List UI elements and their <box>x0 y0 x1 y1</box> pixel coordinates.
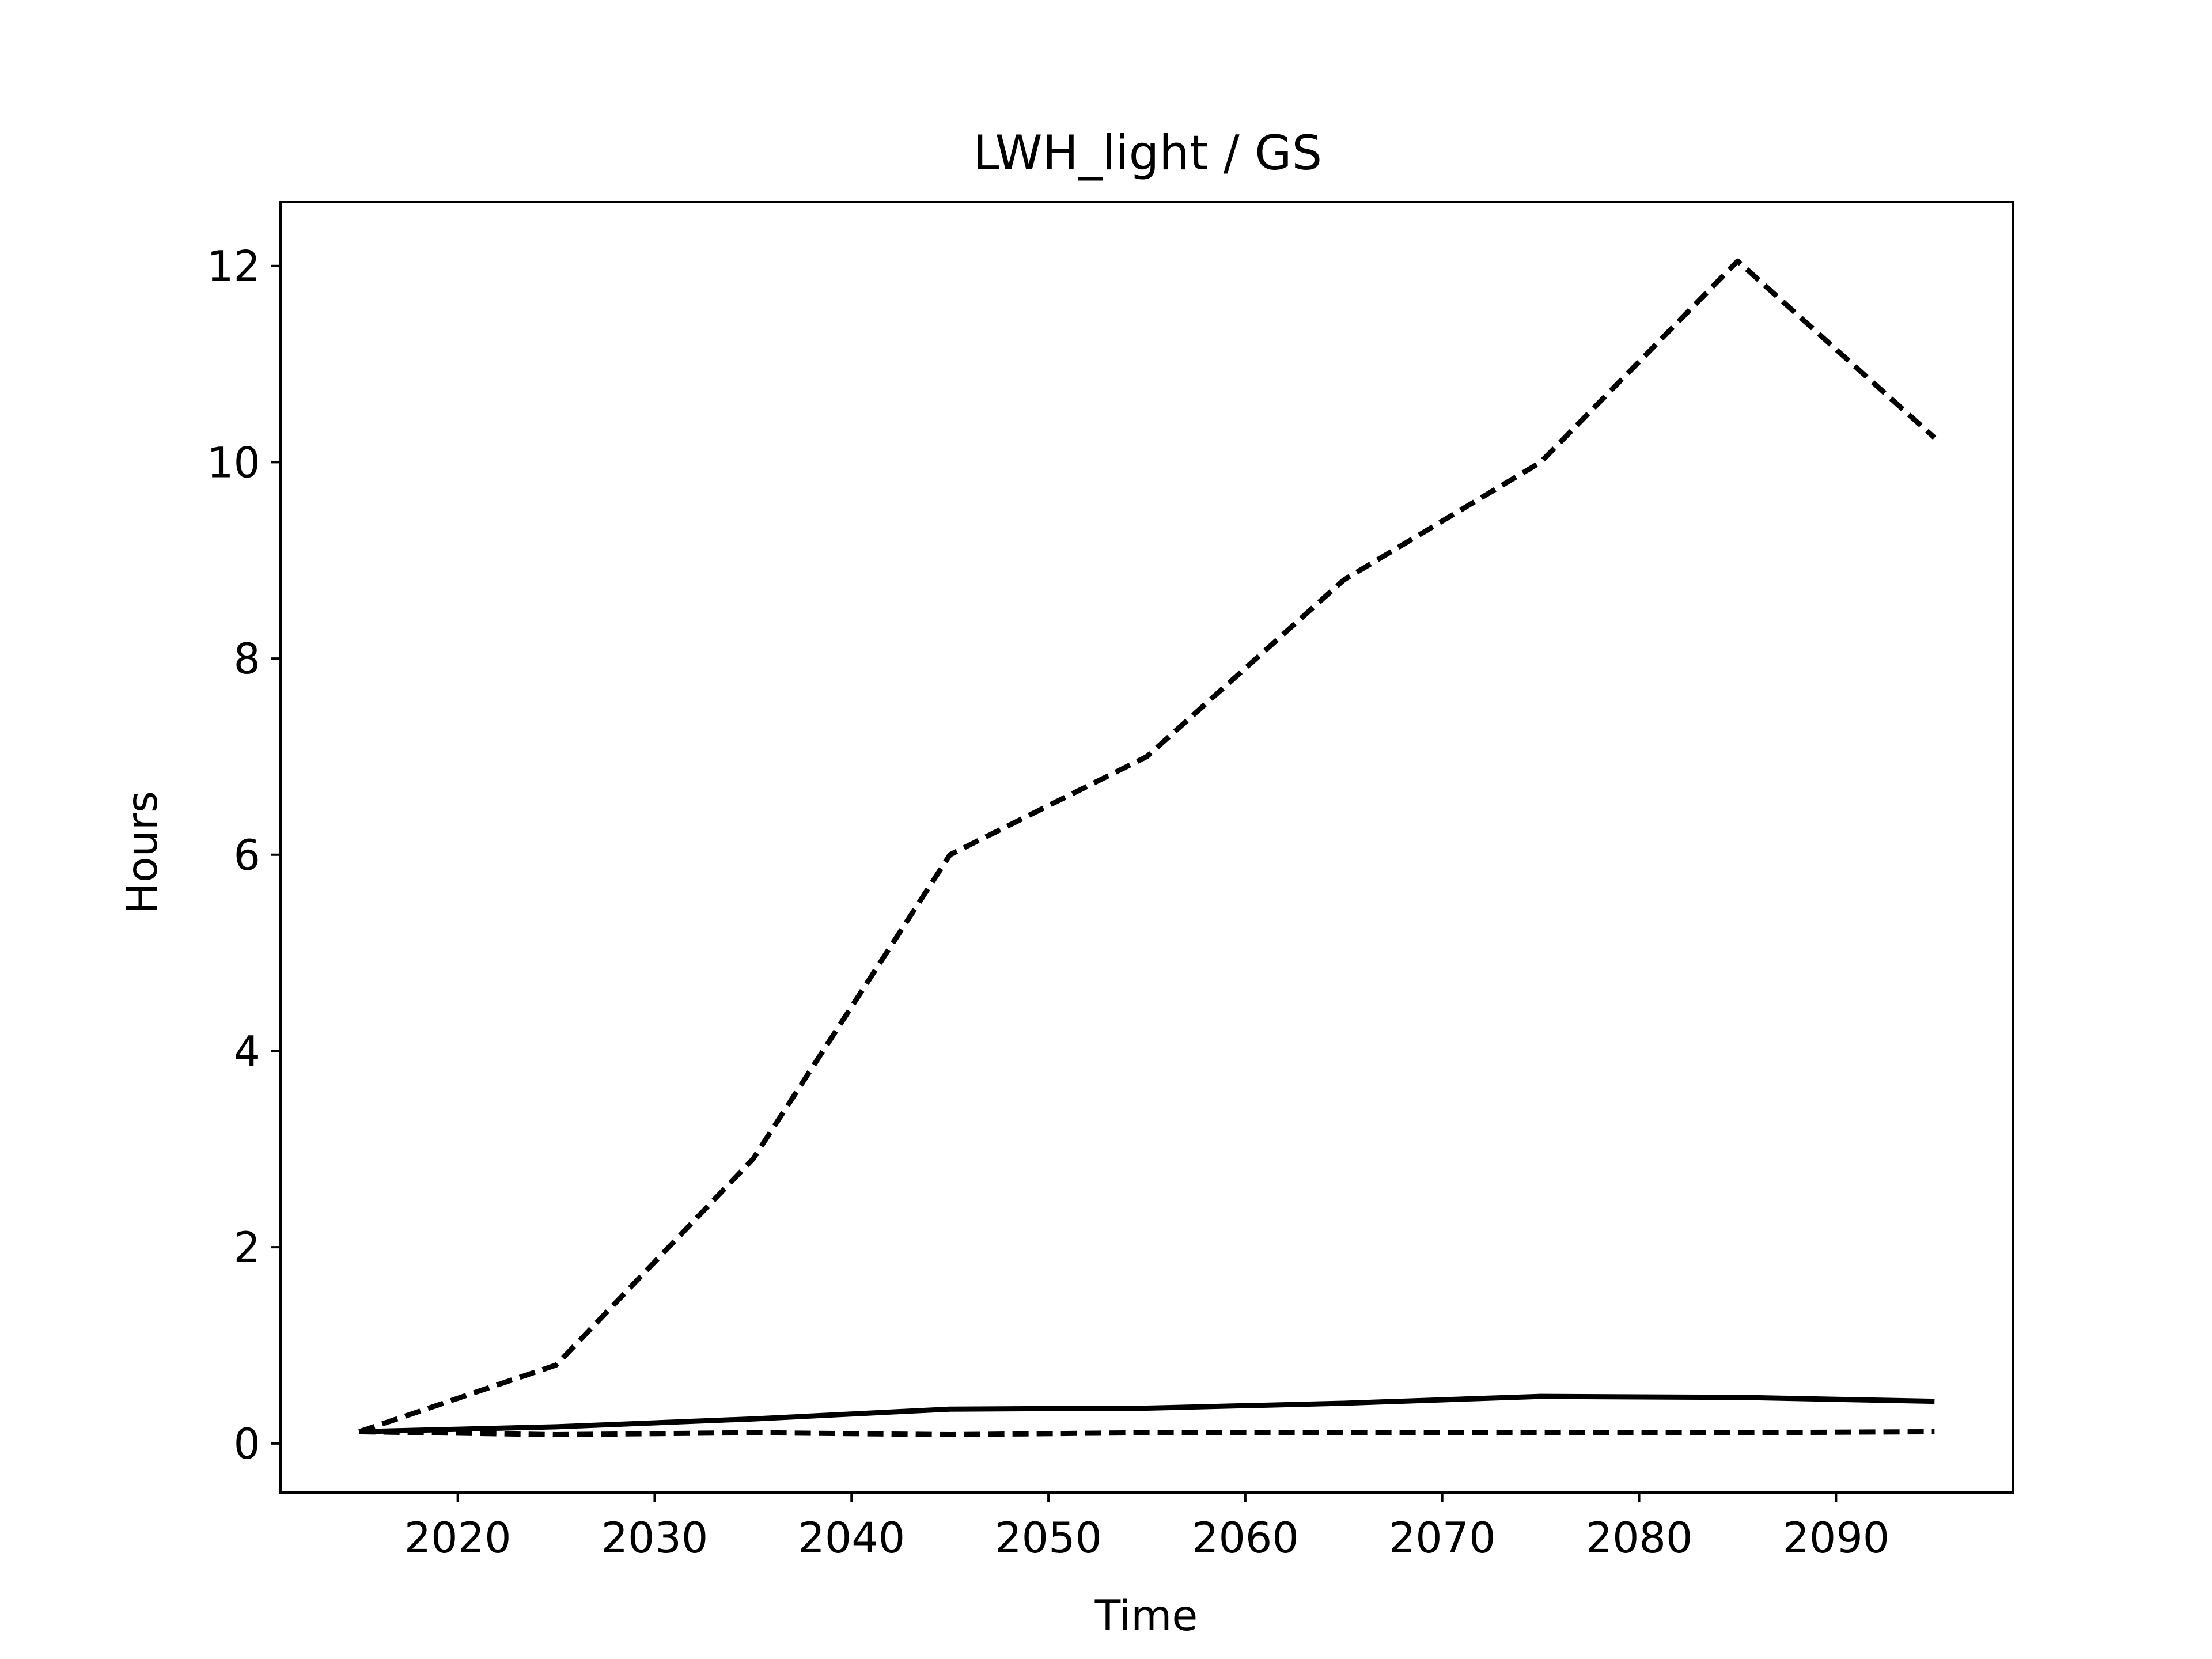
series-layer <box>358 258 1937 1437</box>
y-tick-label-2: 2 <box>234 1224 260 1272</box>
chart-title: LWH_light / GS <box>973 125 1322 181</box>
x-tick-label-2070: 2070 <box>1389 1514 1496 1563</box>
series-line-1 <box>358 258 1937 1434</box>
series-line-2 <box>359 1393 1935 1434</box>
y-tick-label-0: 0 <box>234 1420 260 1469</box>
y-tick-label-8: 8 <box>234 635 260 684</box>
y-tick-label-12: 12 <box>207 243 260 291</box>
x-tick-label-2080: 2080 <box>1586 1514 1693 1563</box>
x-tick-label-2030: 2030 <box>601 1514 709 1563</box>
y-axis-label: Hours <box>118 791 167 914</box>
y-axis: 0 2 4 6 8 10 12 <box>207 243 281 1469</box>
x-tick-label-2050: 2050 <box>995 1514 1102 1563</box>
y-tick-label-10: 10 <box>207 438 260 487</box>
series-line-3 <box>359 1429 1935 1437</box>
y-tick-label-6: 6 <box>234 831 260 880</box>
x-tick-label-2020: 2020 <box>404 1514 512 1563</box>
y-tick-label-4: 4 <box>234 1027 260 1076</box>
x-tick-label-2060: 2060 <box>1192 1514 1299 1563</box>
plot-area-frame <box>279 201 2014 1494</box>
x-tick-label-2090: 2090 <box>1782 1514 1889 1563</box>
x-tick-label-2040: 2040 <box>798 1514 905 1563</box>
x-axis: 2020 2030 2040 2050 2060 2070 2080 2090 <box>404 1493 1889 1563</box>
x-axis-label: Time <box>1094 1592 1198 1641</box>
